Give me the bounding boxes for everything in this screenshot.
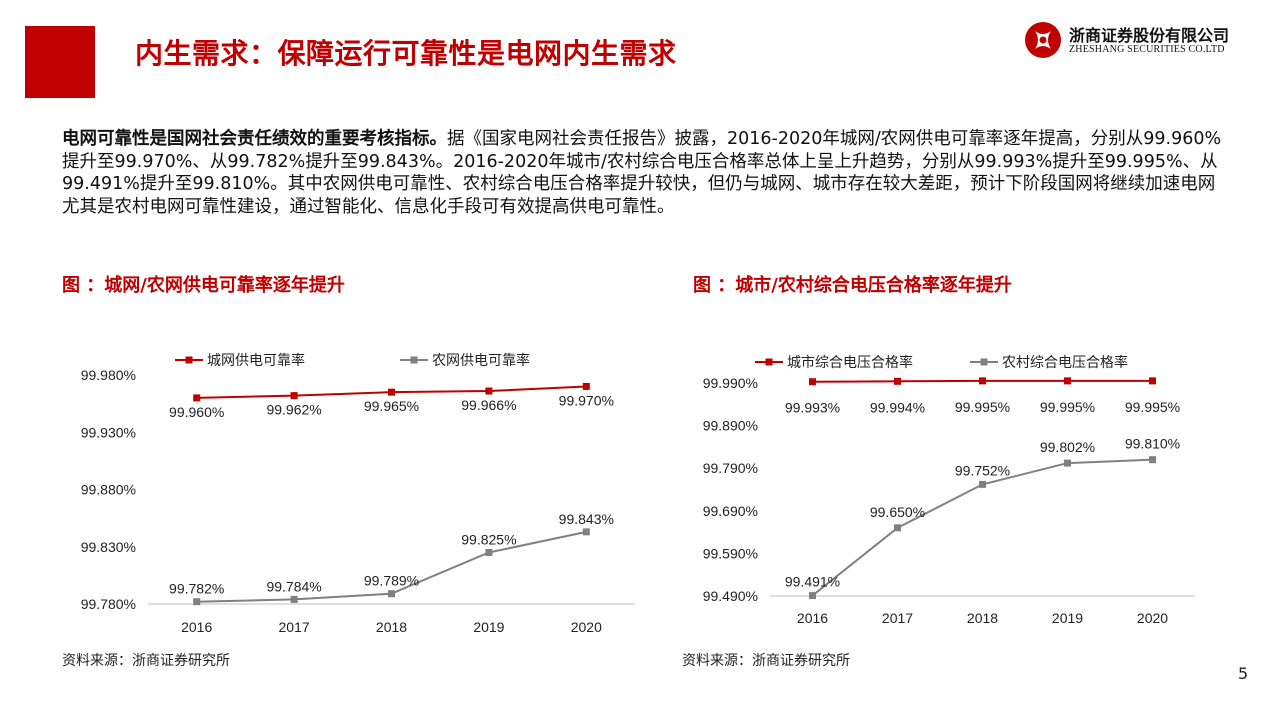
chart-grid-reliability: 99.980% 99.930% 99.880% 99.830% 99.780% 2016 2…: [81, 352, 635, 635]
legend-label: 城市综合电压合格率: [787, 354, 913, 370]
data-point: [193, 598, 201, 606]
data-label: 99.993%: [785, 400, 840, 416]
data-label: 99.995%: [1040, 399, 1095, 415]
data-label: 99.802%: [1040, 439, 1095, 455]
figure-title-right: 图 ：城市/农村综合电压合格率逐年提升: [693, 275, 1012, 296]
y-tick-label: 99.780%: [81, 596, 136, 612]
data-label: 99.995%: [955, 399, 1010, 415]
legend-label: 城网供电可靠率: [207, 352, 305, 368]
data-point: [1149, 377, 1156, 385]
body-paragraph: 电网可靠性是国网社会责任绩效的重要考核指标。据《国家电网社会责任报告》披露，20…: [62, 128, 1232, 218]
data-label: 99.970%: [559, 392, 614, 408]
x-tick-label: 2018: [376, 619, 407, 635]
data-label: 99.650%: [870, 504, 925, 520]
y-tick-label: 99.880%: [81, 482, 136, 498]
data-label: 99.491%: [785, 574, 840, 590]
data-label: 99.960%: [169, 404, 224, 420]
logo-emblem-icon: [1025, 22, 1061, 58]
y-tick-label: 99.690%: [703, 503, 758, 519]
data-point: [582, 528, 590, 536]
legend-label: 农村综合电压合格率: [1002, 354, 1128, 370]
page-number: 5: [1238, 664, 1249, 683]
x-tick-label: 2017: [882, 610, 913, 626]
y-tick-label: 99.830%: [81, 539, 136, 555]
x-tick-label: 2019: [1052, 610, 1083, 626]
y-tick-label: 99.490%: [703, 588, 758, 604]
legend-marker: [185, 356, 193, 364]
data-point: [485, 548, 493, 556]
source-note-right: 资料来源：浙商证券研究所: [682, 653, 850, 669]
data-label: 99.843%: [559, 511, 614, 527]
legend-label: 农网供电可靠率: [432, 352, 530, 368]
x-tick-label: 2016: [797, 610, 828, 626]
data-point: [894, 524, 901, 532]
data-point: [809, 592, 816, 600]
data-point: [290, 392, 298, 400]
page-title: 内生需求：保障运行可靠性是电网内生需求: [135, 37, 677, 70]
data-point: [979, 480, 986, 488]
data-label: 99.825%: [461, 531, 516, 547]
source-note-left: 资料来源：浙商证券研究所: [62, 653, 230, 669]
data-point: [1149, 456, 1156, 464]
header-accent-block: [25, 26, 95, 98]
data-point: [1064, 377, 1071, 385]
data-label: 99.995%: [1125, 399, 1180, 415]
y-tick-label: 99.980%: [81, 367, 136, 383]
x-tick-label: 2017: [279, 619, 310, 635]
legend-marker: [765, 358, 773, 366]
data-label: 99.962%: [266, 402, 321, 418]
x-tick-label: 2018: [967, 610, 998, 626]
logo-company-name: 浙商证券股份有限公司: [1069, 26, 1230, 45]
y-tick-label: 99.590%: [703, 545, 758, 561]
data-label: 99.784%: [266, 578, 321, 594]
series-line-1: [811, 458, 1153, 597]
legend-marker: [980, 358, 988, 366]
data-label: 99.965%: [364, 398, 419, 414]
data-label: 99.994%: [870, 399, 925, 415]
logo-company-name-en: ZHESHANG SECURITIES CO.LTD: [1069, 44, 1225, 55]
company-logo: 浙商证券股份有限公司 ZHESHANG SECURITIES CO.LTD: [1023, 20, 1248, 60]
y-tick-label: 99.930%: [81, 424, 136, 440]
body-text: 据《国家电网社会责任报告》披露，2016-2020年城网/农网供电可靠率逐年提高…: [62, 129, 1222, 217]
body-lead: 电网可靠性是国网社会责任绩效的重要考核指标。: [62, 129, 447, 149]
data-label: 99.966%: [461, 397, 516, 413]
data-point: [290, 595, 298, 603]
figure-title-left: 图 ：城网/农网供电可靠率逐年提升: [62, 275, 345, 296]
x-tick-label: 2019: [473, 619, 504, 635]
chart-voltage-qualification: 99.990% 99.890% 99.790% 99.690% 99.590% 99.49…: [703, 354, 1195, 626]
data-point: [388, 590, 395, 598]
data-label: 99.782%: [169, 581, 224, 597]
x-tick-label: 2020: [1137, 610, 1168, 626]
x-tick-label: 2016: [181, 619, 212, 635]
data-point: [809, 378, 816, 386]
data-point: [193, 394, 201, 402]
data-point: [485, 387, 493, 395]
data-point: [1064, 459, 1071, 467]
data-point: [388, 388, 395, 396]
data-point: [979, 377, 986, 385]
data-point: [582, 382, 590, 390]
y-tick-label: 99.890%: [703, 418, 758, 434]
data-label: 99.789%: [364, 573, 419, 589]
x-tick-label: 2020: [571, 619, 602, 635]
y-tick-label: 99.990%: [703, 375, 758, 391]
data-label: 99.752%: [955, 462, 1010, 478]
legend-marker: [410, 356, 418, 364]
y-tick-label: 99.790%: [703, 460, 758, 476]
data-point: [894, 377, 901, 385]
data-label: 99.810%: [1125, 436, 1180, 452]
